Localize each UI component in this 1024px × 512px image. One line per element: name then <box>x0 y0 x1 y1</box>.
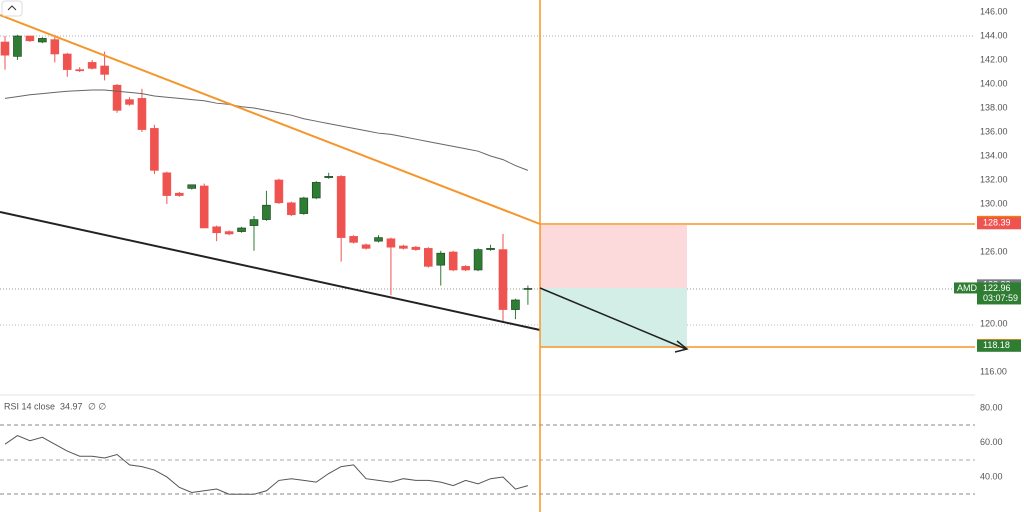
candle-body <box>399 245 408 249</box>
candle-body <box>386 238 396 248</box>
candle-body <box>62 53 72 70</box>
candle-body <box>0 41 10 56</box>
candle-body <box>486 248 495 250</box>
trendline <box>0 211 541 331</box>
candle-body <box>336 176 346 238</box>
y-tick-label: 146.00 <box>980 6 1008 16</box>
price-axis <box>975 0 1024 512</box>
countdown: 03:07:59 <box>983 293 1018 303</box>
candle-body <box>473 249 483 271</box>
candle-body <box>262 204 271 220</box>
candle-body <box>511 299 520 310</box>
price-tag-box <box>977 339 1021 352</box>
y-tick-label: 142.00 <box>980 54 1008 64</box>
candle-body <box>175 192 184 196</box>
candle-body <box>349 236 358 243</box>
candle-body <box>374 237 383 242</box>
candle-body <box>249 219 259 226</box>
price-tag-box <box>977 217 1021 230</box>
candle-body <box>361 244 371 249</box>
candle-body <box>100 65 109 75</box>
candle-body <box>13 35 22 57</box>
candle-body <box>38 38 47 43</box>
projection-arrow <box>539 287 687 350</box>
rsi-last: 34.97 <box>60 401 83 411</box>
candle-body <box>436 252 446 266</box>
y-tick-label: 126.00 <box>980 246 1008 256</box>
price-tag-label: 122.96 <box>983 283 1011 293</box>
y-tick-label: 138.00 <box>980 102 1008 112</box>
candle-body <box>162 172 172 196</box>
symbol-box <box>954 282 977 294</box>
rsi-tick-label: 60.00 <box>980 437 1003 447</box>
candle-body <box>199 185 209 229</box>
rsi-label: RSI 14 close <box>4 401 55 411</box>
rsi-flags: ∅ ∅ <box>88 401 106 411</box>
candle-body <box>523 288 533 290</box>
symbol: AMD <box>957 283 978 293</box>
rsi-line <box>4 434 529 495</box>
price-tag-box <box>977 282 1021 305</box>
candle-body <box>237 227 246 232</box>
candle-body <box>423 248 433 267</box>
y-tick-label: 144.00 <box>980 30 1008 40</box>
trendline <box>0 14 541 225</box>
candle-body <box>212 226 221 234</box>
y-tick-label: 136.00 <box>980 126 1008 136</box>
price-tag: 118.18 <box>977 339 1021 352</box>
candle-body <box>498 249 508 310</box>
moving-average <box>4 89 529 171</box>
y-tick-label: 134.00 <box>980 150 1008 160</box>
price-tag: 128.39 <box>977 217 1021 230</box>
y-tick-label: 120.00 <box>980 318 1008 328</box>
stop-zone <box>540 225 687 288</box>
candle-body <box>299 197 309 214</box>
y-tick-label: 140.00 <box>980 78 1008 88</box>
candle-body <box>187 184 197 189</box>
candle-body <box>411 246 421 250</box>
candle-body <box>75 69 84 72</box>
y-tick-label: 130.00 <box>980 198 1008 208</box>
candle-body <box>137 98 147 130</box>
candle-body <box>311 182 321 199</box>
candle-body <box>150 128 159 171</box>
arrow-head <box>674 340 689 353</box>
candle-body <box>112 84 122 111</box>
candle-body <box>461 266 470 271</box>
candle-body <box>25 35 35 42</box>
candle-body <box>274 179 284 204</box>
price-tag-label: 128.39 <box>983 218 1011 228</box>
candle-body <box>224 231 234 235</box>
candle-body <box>287 202 296 216</box>
candle-body <box>50 39 60 55</box>
candle-body <box>448 251 458 271</box>
rsi-tick-label: 80.00 <box>980 402 1003 412</box>
candle-body <box>324 176 334 178</box>
y-tick-label: 116.00 <box>980 366 1007 376</box>
collapse-button[interactable] <box>1 0 23 17</box>
y-tick-label: 132.00 <box>980 174 1008 184</box>
candle-body <box>125 99 134 105</box>
price-tag-label: 118.18 <box>983 340 1010 350</box>
rsi-tick-label: 40.00 <box>980 471 1003 481</box>
candle-body <box>87 62 97 69</box>
